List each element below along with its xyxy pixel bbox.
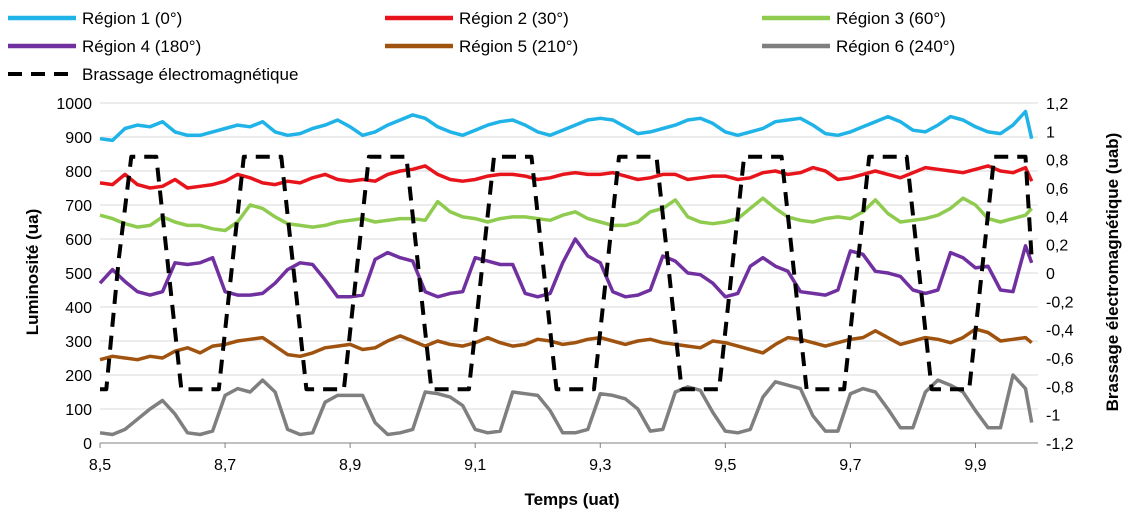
- y-tick-label: 100: [65, 402, 92, 419]
- legend-item: Région 4 (180°): [8, 37, 201, 56]
- y2-tick-label: -0,6: [1046, 351, 1074, 368]
- x-tick-label: 9,9: [964, 457, 986, 474]
- y-tick-label: 900: [65, 130, 92, 147]
- left-axis-ticks: 0 100 200 300 400 500 600 700 800 900 1000: [56, 96, 92, 453]
- series-line-2: [99, 164, 1034, 190]
- legend-label: Brassage électromagnétique: [82, 65, 298, 84]
- legend-item: Région 6 (240°): [762, 37, 955, 56]
- y2-tick-label: 1: [1046, 124, 1055, 141]
- y-tick-label: 400: [65, 300, 92, 317]
- y2-tick-label: 1,2: [1046, 96, 1068, 113]
- y2-tick-label: 0,6: [1046, 181, 1068, 198]
- series-line-7: [100, 154, 1034, 392]
- y2-tick-label: -0,4: [1046, 323, 1074, 340]
- legend-label: Région 2 (30°): [459, 9, 569, 28]
- legend-item: Région 2 (30°): [385, 9, 569, 28]
- series-line-4: [98, 237, 1034, 299]
- series-line-6: [99, 373, 1034, 437]
- y2-tick-label: -1: [1046, 408, 1060, 425]
- y2-tick-label: 0,8: [1046, 153, 1068, 170]
- legend-label: Région 5 (210°): [459, 37, 578, 56]
- y-tick-label: 1000: [56, 96, 92, 113]
- x-tick-label: 8,5: [89, 457, 111, 474]
- x-tick-label: 9,3: [589, 457, 611, 474]
- legend-label: Région 1 (0°): [82, 9, 182, 28]
- legend-item: Région 5 (210°): [385, 37, 578, 56]
- x-tick-label: 9,5: [714, 457, 736, 474]
- y-tick-label: 500: [65, 266, 92, 283]
- y-tick-label: 800: [65, 164, 92, 181]
- y2-tick-label: 0: [1046, 266, 1055, 283]
- y2-tick-label: -0,8: [1046, 379, 1074, 396]
- y-tick-label: 600: [65, 232, 92, 249]
- y2-tick-label: -1,2: [1046, 436, 1074, 453]
- y-tick-label: 200: [65, 368, 92, 385]
- gridlines: [100, 102, 1038, 410]
- x-tick-label: 8,9: [339, 457, 361, 474]
- y-axis-title: Luminosité (ua): [23, 209, 42, 336]
- y2-tick-label: 0,2: [1046, 238, 1068, 255]
- x-tick-label: 9,7: [839, 457, 861, 474]
- legend-item: Région 3 (60°): [762, 9, 946, 28]
- series-line-3: [99, 196, 1033, 233]
- x-tick-label: 8,7: [214, 457, 236, 474]
- y-tick-label: 300: [65, 334, 92, 351]
- series-line-5: [99, 327, 1033, 362]
- y-tick-label: 0: [83, 436, 92, 453]
- legend-label: Région 4 (180°): [82, 37, 201, 56]
- legend-item: Brassage électromagnétique: [8, 65, 298, 84]
- x-tick-label: 9,1: [464, 457, 486, 474]
- series-line-1: [99, 109, 1034, 143]
- y2-axis-title: Brassage électromagnétique (uab): [1103, 133, 1122, 412]
- right-axis-ticks: -1,2 -1 -0,8 -0,6 -0,4 -0,2 0 0,2 0,4 0,6 0,8 1 1,2: [1046, 96, 1074, 453]
- x-axis-ticks: 8,5 8,7 8,9 9,1 9,3 9,5 9,7 9,9: [89, 443, 987, 474]
- legend: Région 1 (0°) Région 2 (30°) Région 3 (60°…: [8, 9, 955, 84]
- y2-tick-label: 0,4: [1046, 209, 1068, 226]
- legend-item: Région 1 (0°): [8, 9, 182, 28]
- legend-label: Région 3 (60°): [836, 9, 946, 28]
- y2-tick-label: -0,2: [1046, 294, 1074, 311]
- legend-label: Région 6 (240°): [836, 37, 955, 56]
- y-tick-label: 700: [65, 198, 92, 215]
- series-lines: [98, 109, 1034, 437]
- x-axis-title: Temps (uat): [524, 490, 619, 509]
